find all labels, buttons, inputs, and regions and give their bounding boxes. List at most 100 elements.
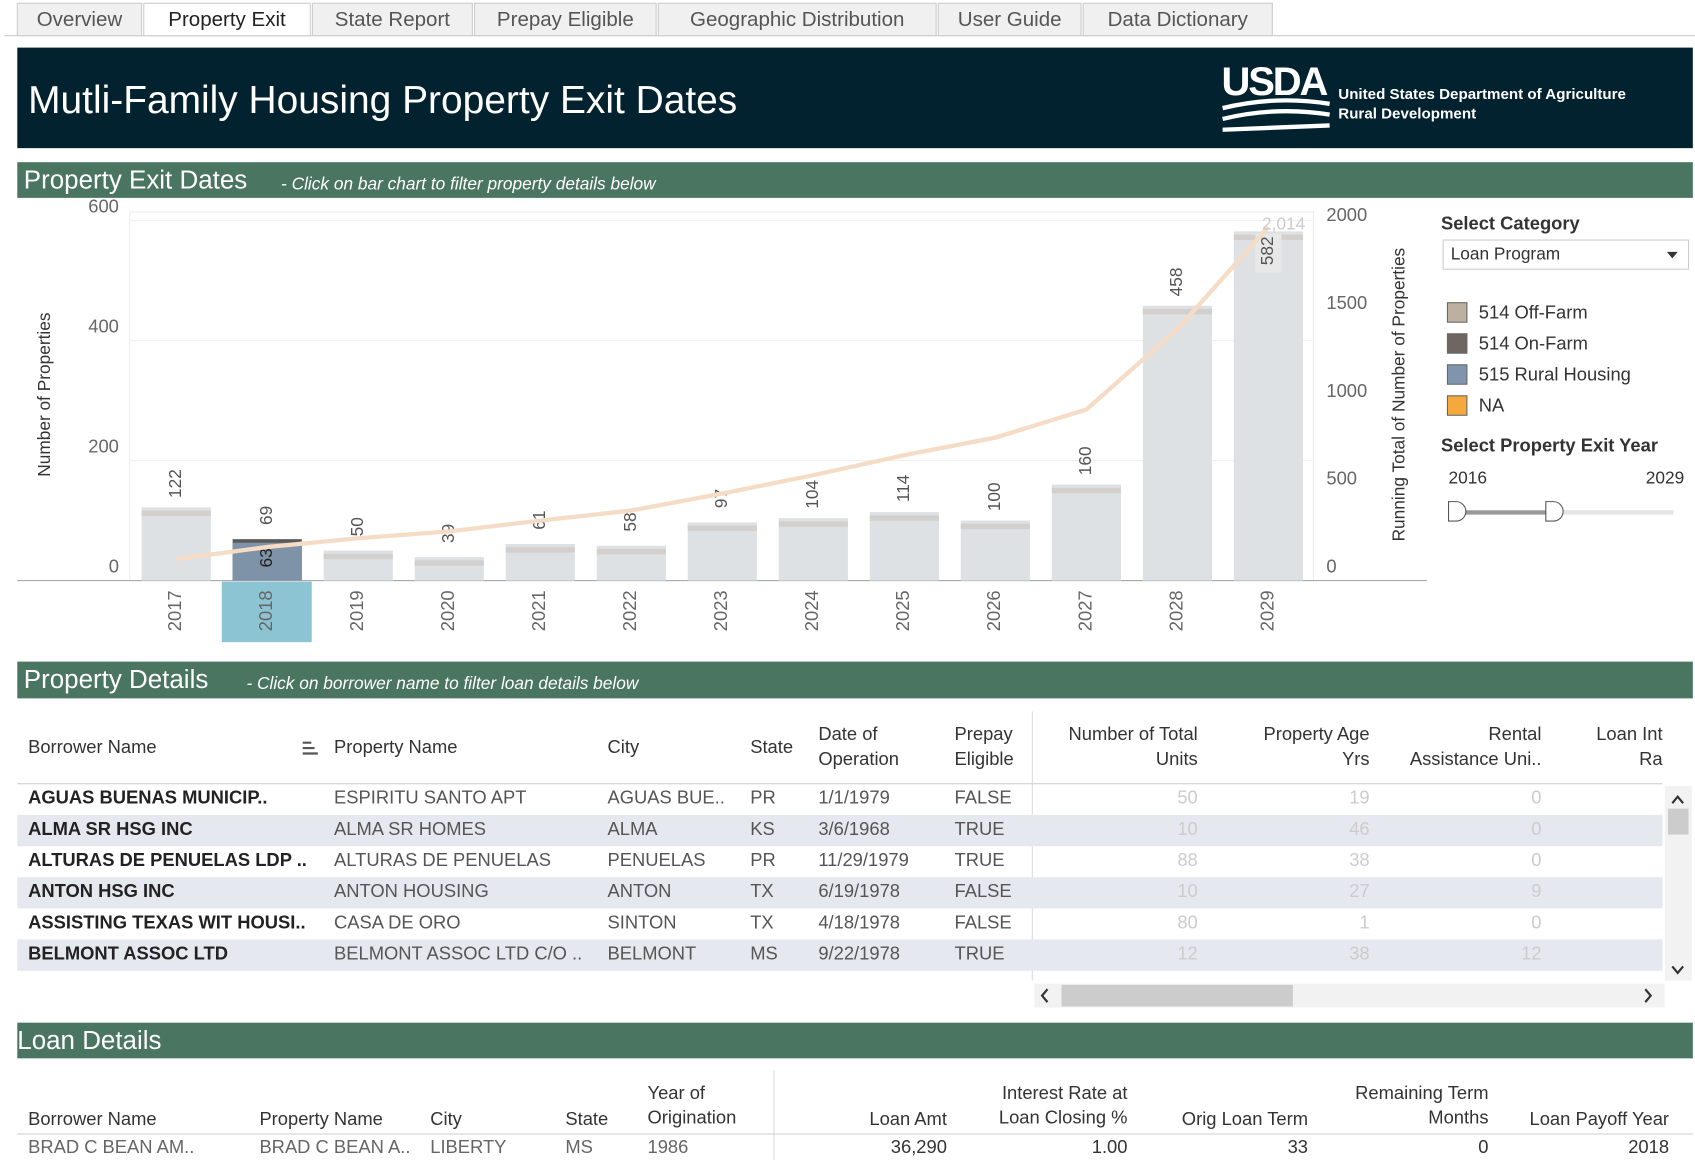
x-tick-label: 2021: [528, 590, 549, 631]
bar-top: [323, 553, 393, 560]
usda-logo: USDA: [1222, 60, 1328, 104]
cell[interactable]: ASSISTING TEXAS WIT HOUSI..: [28, 911, 305, 932]
sort-icon[interactable]: [302, 741, 318, 755]
column-header: Prepay: [955, 723, 1014, 744]
tab[interactable]: [1082, 2, 1273, 37]
cell: 4/18/1978: [818, 911, 900, 932]
tab[interactable]: [474, 2, 657, 37]
x-tick-label: 2025: [892, 590, 913, 631]
column-header: City: [608, 736, 640, 757]
cell: ANTON HOUSING: [334, 880, 489, 901]
dropdown-value: Loan Program: [1451, 244, 1561, 264]
column-header: Borrower Name: [28, 736, 157, 757]
value-label: 69: [256, 506, 276, 525]
cell: 2018: [1628, 1136, 1669, 1157]
value-label: 114: [893, 474, 913, 502]
cell: 6/19/1978: [818, 880, 900, 901]
bar: [141, 507, 211, 581]
cell: FALSE: [955, 880, 1012, 901]
column-header: Remaining Term: [1355, 1082, 1488, 1103]
tab[interactable]: [143, 2, 311, 37]
cell: TRUE: [955, 942, 1005, 963]
dropdown-arrow: [1666, 251, 1678, 259]
legend-label[interactable]: NA: [1479, 394, 1505, 415]
header-band: [17, 47, 1693, 149]
cell[interactable]: ALMA SR HSG INC: [28, 818, 193, 839]
cell: 1986: [648, 1136, 689, 1157]
tab[interactable]: [16, 2, 143, 37]
column-header: Loan Payoff Year: [1530, 1108, 1670, 1129]
cell: BRAD C BEAN A..: [259, 1136, 410, 1157]
cell: 27: [1349, 880, 1369, 901]
cell: FALSE: [955, 787, 1012, 808]
value-label: 100: [984, 482, 1004, 511]
bar-top: [505, 547, 575, 553]
tab-label: Data Dictionary: [1108, 8, 1249, 31]
column-header: Interest Rate at: [1002, 1082, 1128, 1103]
cell[interactable]: ALTURAS DE PENUELAS LDP ..: [28, 849, 307, 870]
cell: 0: [1531, 911, 1541, 932]
cell: TX: [750, 880, 773, 901]
cell: 1.00: [1092, 1136, 1128, 1157]
legend-label[interactable]: 514 On-Farm: [1479, 332, 1588, 353]
legend-swatch[interactable]: [1446, 364, 1468, 385]
cell: 80: [1177, 911, 1197, 932]
cell: BELMONT: [608, 942, 697, 963]
legend-swatch[interactable]: [1446, 333, 1468, 354]
tab-label: State Report: [335, 8, 450, 31]
tab-label: Property Exit: [168, 8, 286, 31]
cell[interactable]: ANTON HSG INC: [28, 880, 175, 901]
page-title: Mutli-Family Housing Property Exit Dates: [28, 79, 737, 122]
tab[interactable]: [937, 2, 1082, 37]
value-label: 104: [802, 480, 822, 509]
column-header: Eligible: [955, 748, 1014, 769]
value-label: 122: [165, 469, 185, 498]
cell: FALSE: [955, 911, 1012, 932]
bar: [1142, 305, 1213, 581]
cell: KS: [750, 818, 775, 839]
category-dropdown[interactable]: [1442, 239, 1690, 270]
legend-label[interactable]: 515 Rural Housing: [1479, 363, 1631, 384]
cell: PR: [750, 849, 776, 870]
legend-swatch[interactable]: [1446, 395, 1468, 416]
cell: 50: [1177, 787, 1197, 808]
tab-label: Prepay Eligible: [497, 8, 634, 31]
tab-label: Overview: [37, 8, 123, 31]
column-header: City: [430, 1108, 462, 1129]
cell: 3/6/1968: [818, 818, 889, 839]
v-scroll-thumb[interactable]: [1667, 808, 1689, 835]
bar: [778, 518, 848, 581]
cell: ALMA SR HOMES: [334, 818, 486, 839]
row-bg: [17, 877, 1663, 909]
x-tick-label: 2020: [437, 590, 458, 631]
cell: AGUAS BUE..: [608, 787, 725, 808]
y2-tick-label: 500: [1326, 468, 1357, 489]
tab[interactable]: [657, 2, 937, 37]
filter-label: Select Category: [1441, 213, 1581, 234]
y2-tick-label: 1500: [1326, 292, 1367, 313]
cell[interactable]: AGUAS BUENAS MUNICIP..: [28, 787, 267, 808]
cell: TRUE: [955, 849, 1005, 870]
legend-label[interactable]: 514 Off-Farm: [1479, 301, 1588, 322]
x-tick-label: 2029: [1256, 590, 1277, 631]
value-label: 582: [1257, 236, 1277, 265]
cell: 0: [1531, 787, 1541, 808]
h-scroll-thumb[interactable]: [1061, 984, 1293, 1007]
y-tick-label: 600: [88, 195, 119, 216]
slider-handle[interactable]: [1447, 501, 1467, 522]
legend-swatch[interactable]: [1446, 302, 1468, 323]
slider-handle[interactable]: [1545, 501, 1564, 522]
scroll-arrows: [1040, 988, 1653, 1003]
x-tick-label: 2023: [710, 590, 731, 631]
cell: 9/22/1978: [818, 942, 900, 963]
cell[interactable]: BELMONT ASSOC LTD: [28, 942, 228, 963]
column-header: Operation: [818, 748, 899, 769]
tab[interactable]: [311, 2, 473, 37]
section-bar: [17, 1022, 1693, 1059]
column-header: Orig Loan Term: [1182, 1108, 1308, 1129]
y2-tick-label: 0: [1326, 555, 1336, 576]
cell: ANTON: [608, 880, 672, 901]
y2-axis-title: Running Total of Number of Properties: [1388, 247, 1408, 541]
slider-range: [1456, 510, 1554, 515]
column-header: Months: [1428, 1107, 1488, 1128]
